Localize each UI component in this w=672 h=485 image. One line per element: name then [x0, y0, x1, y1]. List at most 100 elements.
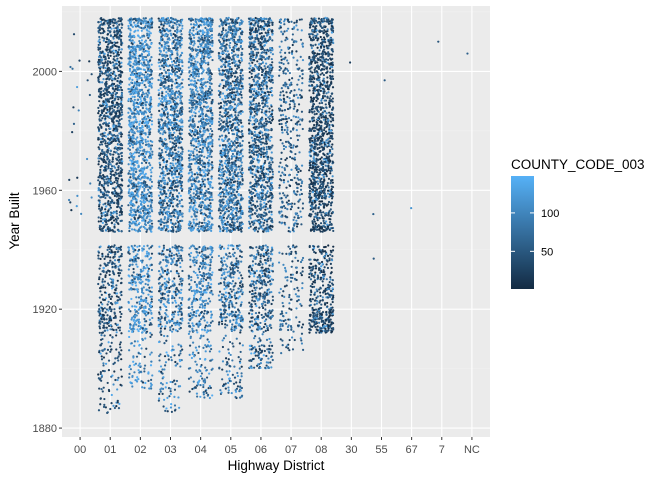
data-point: [118, 403, 120, 405]
data-point: [118, 115, 120, 117]
data-point: [143, 93, 145, 95]
data-point: [129, 264, 131, 266]
data-point: [176, 82, 178, 84]
data-point: [115, 112, 117, 114]
data-point: [139, 37, 141, 39]
data-point: [130, 98, 132, 100]
data-point: [129, 54, 131, 56]
data-point: [160, 79, 162, 81]
data-point: [188, 378, 190, 380]
data-point: [132, 251, 134, 253]
data-point: [98, 38, 100, 40]
data-point: [159, 166, 161, 168]
data-point: [107, 382, 109, 384]
data-point: [176, 92, 178, 94]
data-point: [143, 226, 145, 228]
data-point: [149, 81, 151, 83]
data-point: [177, 159, 179, 161]
data-point: [129, 58, 131, 60]
data-point: [115, 287, 117, 289]
data-point: [171, 331, 173, 333]
data-point: [133, 177, 135, 179]
data-point: [100, 397, 102, 399]
data-point: [130, 368, 132, 370]
data-point: [133, 278, 135, 280]
data-point: [169, 64, 171, 66]
data-point: [141, 138, 143, 140]
data-point: [170, 32, 172, 34]
data-point: [151, 199, 153, 201]
data-point: [163, 245, 165, 247]
data-point: [130, 35, 132, 37]
data-point: [115, 158, 117, 160]
data-point: [139, 77, 141, 79]
data-point: [139, 200, 141, 202]
data-point: [136, 45, 138, 47]
data-point: [145, 231, 147, 233]
data-point: [179, 385, 181, 387]
data-point: [99, 273, 101, 275]
data-point: [174, 140, 176, 142]
data-point: [164, 131, 166, 133]
data-point: [120, 167, 122, 169]
data-point: [132, 324, 134, 326]
data-point: [103, 178, 105, 180]
data-point: [161, 81, 163, 83]
data-point: [164, 22, 166, 24]
data-point: [71, 68, 73, 70]
data-point: [130, 318, 132, 320]
data-point: [114, 195, 116, 197]
data-point: [148, 200, 150, 202]
data-point: [181, 111, 183, 113]
data-point: [105, 322, 107, 324]
data-point: [144, 104, 146, 106]
data-point: [205, 85, 207, 87]
data-point: [161, 98, 163, 100]
data-point: [199, 172, 201, 174]
data-point: [103, 404, 105, 406]
data-point: [159, 273, 161, 275]
data-point: [140, 45, 142, 47]
data-point: [197, 146, 199, 148]
data-point: [170, 320, 172, 322]
data-point: [146, 253, 148, 255]
data-point: [105, 135, 107, 137]
data-point: [128, 274, 130, 276]
data-point: [162, 58, 164, 60]
data-point: [98, 252, 100, 254]
data-point: [104, 197, 106, 199]
data-point: [162, 204, 164, 206]
data-point: [210, 348, 212, 350]
data-point: [176, 71, 178, 73]
data-point: [164, 174, 166, 176]
data-point: [172, 27, 174, 29]
data-point: [159, 277, 161, 279]
data-point: [175, 107, 177, 109]
data-point: [140, 104, 142, 106]
data-point: [107, 111, 109, 113]
data-point: [119, 343, 121, 345]
data-point: [175, 39, 177, 41]
data-point: [167, 88, 169, 90]
data-point: [170, 93, 172, 95]
data-point: [101, 358, 103, 360]
data-point: [172, 37, 174, 39]
data-point: [208, 223, 210, 225]
data-point: [120, 184, 122, 186]
data-point: [163, 96, 165, 98]
data-point: [87, 79, 89, 81]
data-point: [160, 31, 162, 33]
data-point: [145, 25, 147, 27]
data-point: [143, 219, 145, 221]
data-point: [147, 210, 149, 212]
data-point: [111, 101, 113, 103]
data-point: [100, 371, 102, 373]
data-point: [148, 126, 150, 128]
data-point: [120, 35, 122, 37]
data-point: [98, 308, 100, 310]
data-point: [105, 406, 107, 408]
data-point: [166, 183, 168, 185]
data-point: [116, 84, 118, 86]
data-point: [114, 130, 116, 132]
data-point: [159, 285, 161, 287]
